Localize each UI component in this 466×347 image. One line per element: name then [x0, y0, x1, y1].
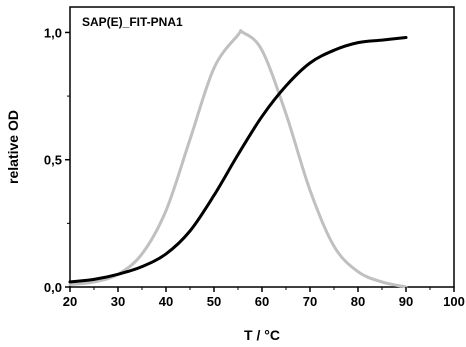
x-tick-label: 60 — [255, 294, 269, 309]
chart-title: SAP(E)_FIT-PNA1 — [82, 15, 183, 29]
x-tick-label: 100 — [443, 294, 465, 309]
y-axis-title: relative OD — [5, 110, 21, 184]
x-tick-label: 20 — [63, 294, 77, 309]
x-tick-label: 90 — [399, 294, 413, 309]
y-axis-ticks: 0,0 0,5 1,0 — [44, 25, 70, 295]
x-tick-label: 40 — [159, 294, 173, 309]
y-tick-label: 1,0 — [44, 25, 62, 40]
x-axis-ticks: 20 30 40 50 60 70 80 90 100 — [63, 287, 465, 309]
y-tick-label: 0,0 — [44, 280, 62, 295]
y-tick-label: 0,5 — [44, 153, 62, 168]
x-axis-title: T / °C — [244, 327, 280, 343]
x-tick-label: 70 — [303, 294, 317, 309]
plot-area — [68, 6, 455, 289]
x-tick-label: 80 — [351, 294, 365, 309]
x-tick-label: 30 — [111, 294, 125, 309]
series-layer — [68, 29, 408, 289]
x-tick-label: 50 — [207, 294, 221, 309]
series-line-grey — [68, 29, 408, 289]
series-line-black — [68, 36, 408, 284]
